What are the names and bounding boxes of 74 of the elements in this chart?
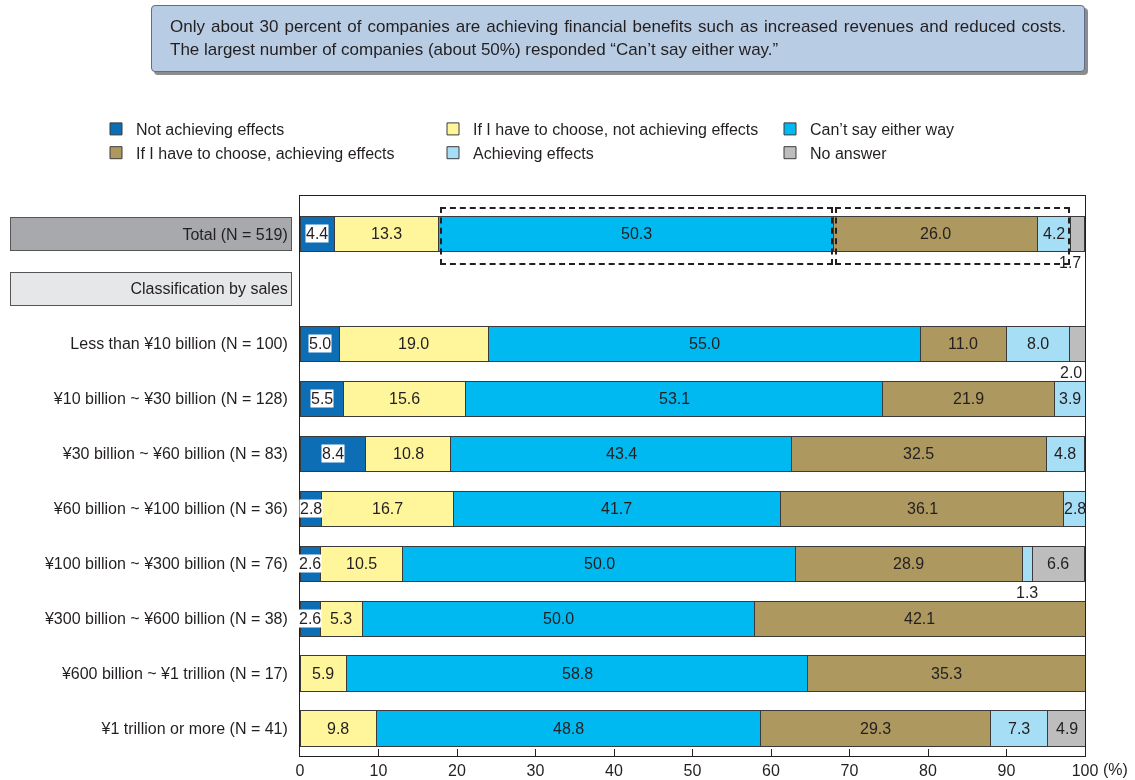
data-label: 21.9	[953, 390, 985, 407]
data-label: 16.7	[372, 500, 404, 517]
data-label: 7.3	[1008, 720, 1031, 737]
legend-label: Not achieving effects	[136, 121, 285, 139]
y-tick-label: ¥1 trillion or more (N = 41)	[100, 720, 288, 738]
data-label: 55.0	[689, 335, 721, 352]
data-label: 9.8	[327, 720, 350, 737]
data-label: 4.9	[1056, 720, 1079, 737]
data-label: 42.1	[904, 610, 936, 627]
y-tick-label: ¥30 billion ~ ¥60 billion (N = 83)	[61, 445, 288, 463]
data-label: 35.3	[931, 665, 963, 682]
x-tick-label: 40	[605, 762, 623, 780]
x-tick-label: 60	[762, 762, 780, 780]
legend-label: Can’t say either way	[810, 121, 955, 139]
data-label: 26.0	[920, 225, 952, 242]
data-label: 41.7	[601, 500, 633, 517]
data-label: 2.6	[299, 555, 322, 572]
x-tick-label: 80	[919, 762, 937, 780]
legend-label: If I have to choose, not achieving effects	[473, 121, 759, 139]
data-label: 43.4	[606, 445, 638, 462]
x-tick-label: 0	[295, 762, 305, 780]
x-tick-label: 50	[683, 762, 702, 780]
data-label: 8.0	[1027, 335, 1050, 352]
data-label: 50.0	[584, 555, 616, 572]
y-tick-label: ¥10 billion ~ ¥30 billion (N = 128)	[52, 390, 288, 408]
chart-title: Only about 30 percent of companies are achieving financial benefits such as increased revenues and reduced costs. The largest number of companies (about 50%) responded “Can’t say either way.”	[151, 5, 1085, 72]
data-label: 50.3	[621, 225, 653, 242]
data-label: 2.8	[300, 500, 323, 517]
y-tick-label: Total (N = 519)	[182, 225, 288, 243]
y-tick-label: Less than ¥10 billion (N = 100)	[70, 335, 288, 353]
data-label: 4.2	[1043, 225, 1066, 242]
data-label: 10.8	[393, 445, 425, 462]
data-label: 29.3	[860, 720, 892, 737]
y-tick-label: ¥100 billion ~ ¥300 billion (N = 76)	[43, 555, 288, 573]
x-tick-label: 100	[1071, 762, 1099, 780]
data-label: 32.5	[903, 445, 935, 462]
data-label: 5.0	[309, 335, 332, 352]
data-label: 4.4	[306, 225, 329, 242]
data-label: 5.5	[311, 390, 334, 407]
data-label: 5.3	[330, 610, 353, 627]
data-label: 58.8	[562, 665, 594, 682]
legend-label: Achieving effects	[473, 144, 594, 162]
data-label: 36.1	[907, 500, 939, 517]
data-label: 19.0	[398, 335, 430, 352]
x-tick-label: 30	[526, 762, 545, 780]
data-label: 13.3	[371, 225, 403, 242]
data-label: 2.6	[299, 610, 322, 627]
data-label: 15.6	[389, 390, 421, 407]
y-tick-label: ¥60 billion ~ ¥100 billion (N = 36)	[52, 500, 288, 518]
legend-label: No answer	[810, 144, 888, 162]
data-label: 4.8	[1054, 445, 1077, 462]
data-label: 2.0	[1060, 364, 1083, 381]
data-label: 28.9	[893, 555, 925, 572]
data-label: 3.9	[1059, 390, 1082, 407]
y-tick-label: ¥300 billion ~ ¥600 billion (N = 38)	[43, 610, 288, 628]
data-label: 1.7	[1059, 254, 1082, 271]
data-label: 53.1	[659, 390, 691, 407]
x-tick-label: 90	[997, 762, 1016, 780]
y-tick-label: Classification by sales	[130, 280, 288, 298]
x-tick-label: 10	[369, 762, 388, 780]
data-label: 48.8	[553, 720, 585, 737]
data-label: 11.0	[948, 335, 979, 352]
legend-label: If I have to choose, achieving effects	[136, 144, 395, 162]
y-tick-label: ¥600 billion ~ ¥1 trillion (N = 17)	[60, 665, 288, 683]
data-label: 2.8	[1064, 500, 1087, 517]
x-tick-label: 70	[840, 762, 859, 780]
data-label: 8.4	[322, 445, 345, 462]
data-label: 50.0	[543, 610, 575, 627]
x-tick-label: 20	[448, 762, 466, 780]
data-label: 6.6	[1047, 555, 1070, 572]
data-label: 5.9	[312, 665, 335, 682]
x-axis-title: (%)	[1103, 761, 1128, 778]
data-label: 1.3	[1016, 584, 1039, 601]
data-label: 10.5	[346, 555, 378, 572]
